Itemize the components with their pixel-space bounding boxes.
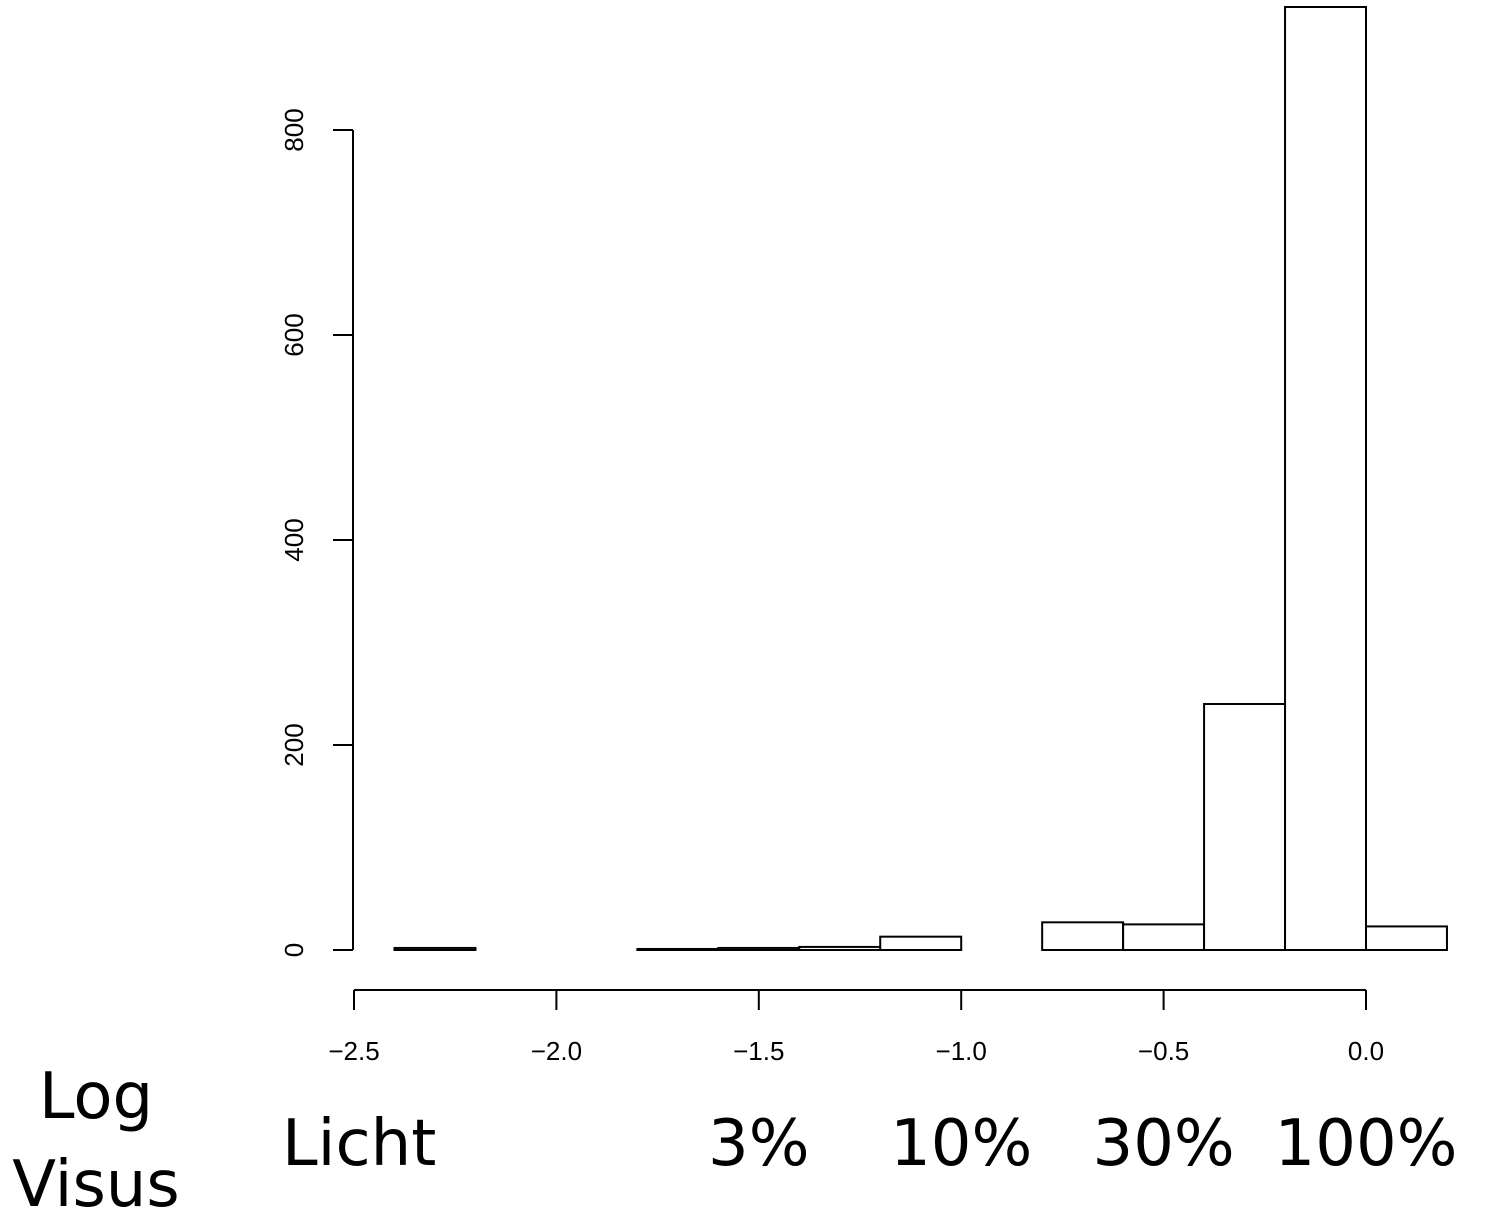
x-tick-label-0: −2.5 bbox=[328, 1036, 379, 1066]
bars-group bbox=[393, 6, 1448, 952]
histogram-bar-0 bbox=[393, 946, 477, 952]
histogram-bar-10 bbox=[1203, 703, 1287, 951]
log-label: Log bbox=[39, 1060, 153, 1134]
percent-label-3: 100% bbox=[1275, 1107, 1458, 1181]
y-tick-label-800: 800 bbox=[279, 108, 309, 151]
x-tick-label-1: −2.0 bbox=[531, 1036, 582, 1066]
licht-label: Licht bbox=[282, 1107, 436, 1181]
y-tick-label-0: 0 bbox=[279, 943, 309, 957]
percent-label-0: 3% bbox=[708, 1107, 810, 1181]
x-tick-label-4: −0.5 bbox=[1138, 1036, 1189, 1066]
y-tick-label-600: 600 bbox=[279, 313, 309, 356]
x-tick-label-2: −1.5 bbox=[733, 1036, 784, 1066]
visus-label: Visus bbox=[12, 1148, 179, 1221]
histogram-bar-12 bbox=[1365, 925, 1448, 951]
y-tick-label-400: 400 bbox=[279, 518, 309, 561]
histogram-bar-6 bbox=[879, 935, 963, 951]
histogram-bar-9 bbox=[1122, 923, 1206, 951]
histogram-bar-5 bbox=[798, 945, 882, 951]
histogram-bar-8 bbox=[1041, 921, 1125, 952]
percent-labels: 3% 10% 30% 100% bbox=[708, 1107, 1457, 1181]
histogram-bar-11 bbox=[1284, 6, 1368, 951]
x-tick-label-5: 0.0 bbox=[1348, 1036, 1384, 1066]
percent-label-1: 10% bbox=[890, 1107, 1032, 1181]
y-axis: 0 200 400 600 800 bbox=[279, 108, 354, 957]
x-axis: −2.5 −2.0 −1.5 −1.0 −0.5 0.0 bbox=[328, 989, 1384, 1066]
histogram-bar-4 bbox=[717, 946, 801, 952]
y-tick-label-200: 200 bbox=[279, 723, 309, 766]
x-tick-label-3: −1.0 bbox=[936, 1036, 987, 1066]
percent-label-2: 30% bbox=[1092, 1107, 1234, 1181]
histogram-bar-3 bbox=[636, 947, 720, 951]
